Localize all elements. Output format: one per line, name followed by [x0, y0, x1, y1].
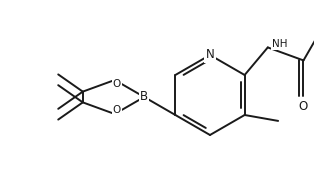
Text: N: N	[206, 49, 214, 61]
Text: O: O	[113, 79, 121, 89]
Text: O: O	[299, 100, 308, 113]
Text: O: O	[113, 105, 121, 115]
Text: B: B	[140, 90, 148, 103]
Text: NH: NH	[272, 39, 287, 49]
